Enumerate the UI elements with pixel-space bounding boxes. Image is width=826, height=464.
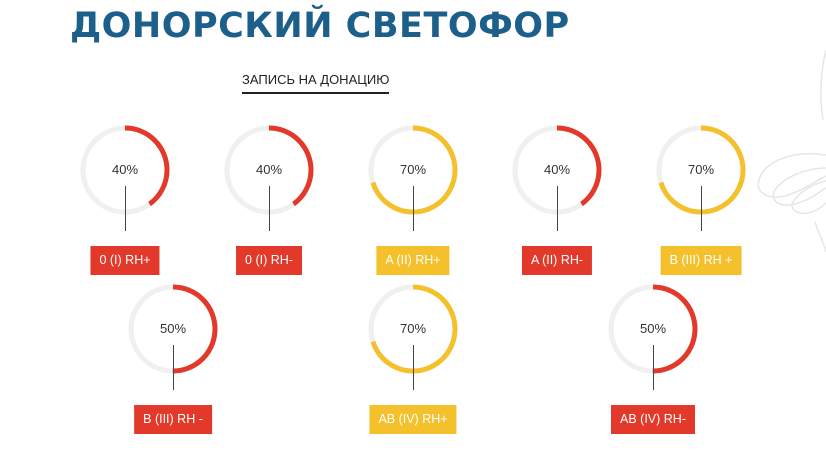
blood-group-indicator: 40% A (II) RH-: [507, 120, 607, 285]
fill-percent: 40%: [111, 162, 139, 177]
gauge-fill: [80, 125, 170, 215]
blood-group-badge[interactable]: 0 (I) RH-: [236, 246, 302, 275]
blood-group-indicator: 50% AB (IV) RH-: [603, 279, 703, 444]
fill-percent: 50%: [639, 321, 667, 336]
blood-group-indicator: 70% A (II) RH+: [363, 120, 463, 285]
blood-group-indicator: 40% 0 (I) RH-: [219, 120, 319, 285]
blood-group-badge[interactable]: 0 (I) RH+: [90, 246, 160, 275]
fill-percent: 40%: [255, 162, 283, 177]
blood-group-indicator: 70% B (III) RH +: [651, 120, 751, 285]
fill-percent: 70%: [687, 162, 715, 177]
blood-group-badge[interactable]: A (II) RH-: [521, 246, 593, 275]
blood-group-badge[interactable]: AB (IV) RH+: [369, 405, 457, 434]
fill-percent: 40%: [543, 162, 571, 177]
gauge-fill: [512, 125, 602, 215]
fill-percent: 50%: [159, 321, 187, 336]
fill-percent: 70%: [399, 321, 427, 336]
blood-group-badge[interactable]: AB (IV) RH-: [611, 405, 695, 434]
blood-group-indicator: 40% 0 (I) RH+: [75, 120, 175, 285]
donation-signup-link[interactable]: ЗАПИСЬ НА ДОНАЦИЮ: [242, 72, 390, 94]
connector-line: [556, 186, 558, 231]
blood-group-indicator: 70% AB (IV) RH+: [363, 279, 463, 444]
connector-line: [124, 186, 126, 231]
connector-line: [172, 345, 174, 390]
decorative-line-art: [757, 49, 826, 253]
page-title: ДОНОРСКИЙ СВЕТОФОР: [70, 6, 570, 46]
blood-group-badge[interactable]: A (II) RH+: [376, 246, 450, 275]
connector-line: [652, 345, 654, 390]
connector-line: [412, 186, 414, 231]
fill-percent: 70%: [399, 162, 427, 177]
blood-group-indicator: 50% B (III) RH -: [123, 279, 223, 444]
connector-line: [268, 186, 270, 231]
connector-line: [700, 186, 702, 231]
blood-group-badge[interactable]: B (III) RH +: [660, 246, 742, 275]
blood-group-badge[interactable]: B (III) RH -: [134, 405, 212, 434]
gauge-fill: [224, 125, 314, 215]
connector-line: [412, 345, 414, 390]
